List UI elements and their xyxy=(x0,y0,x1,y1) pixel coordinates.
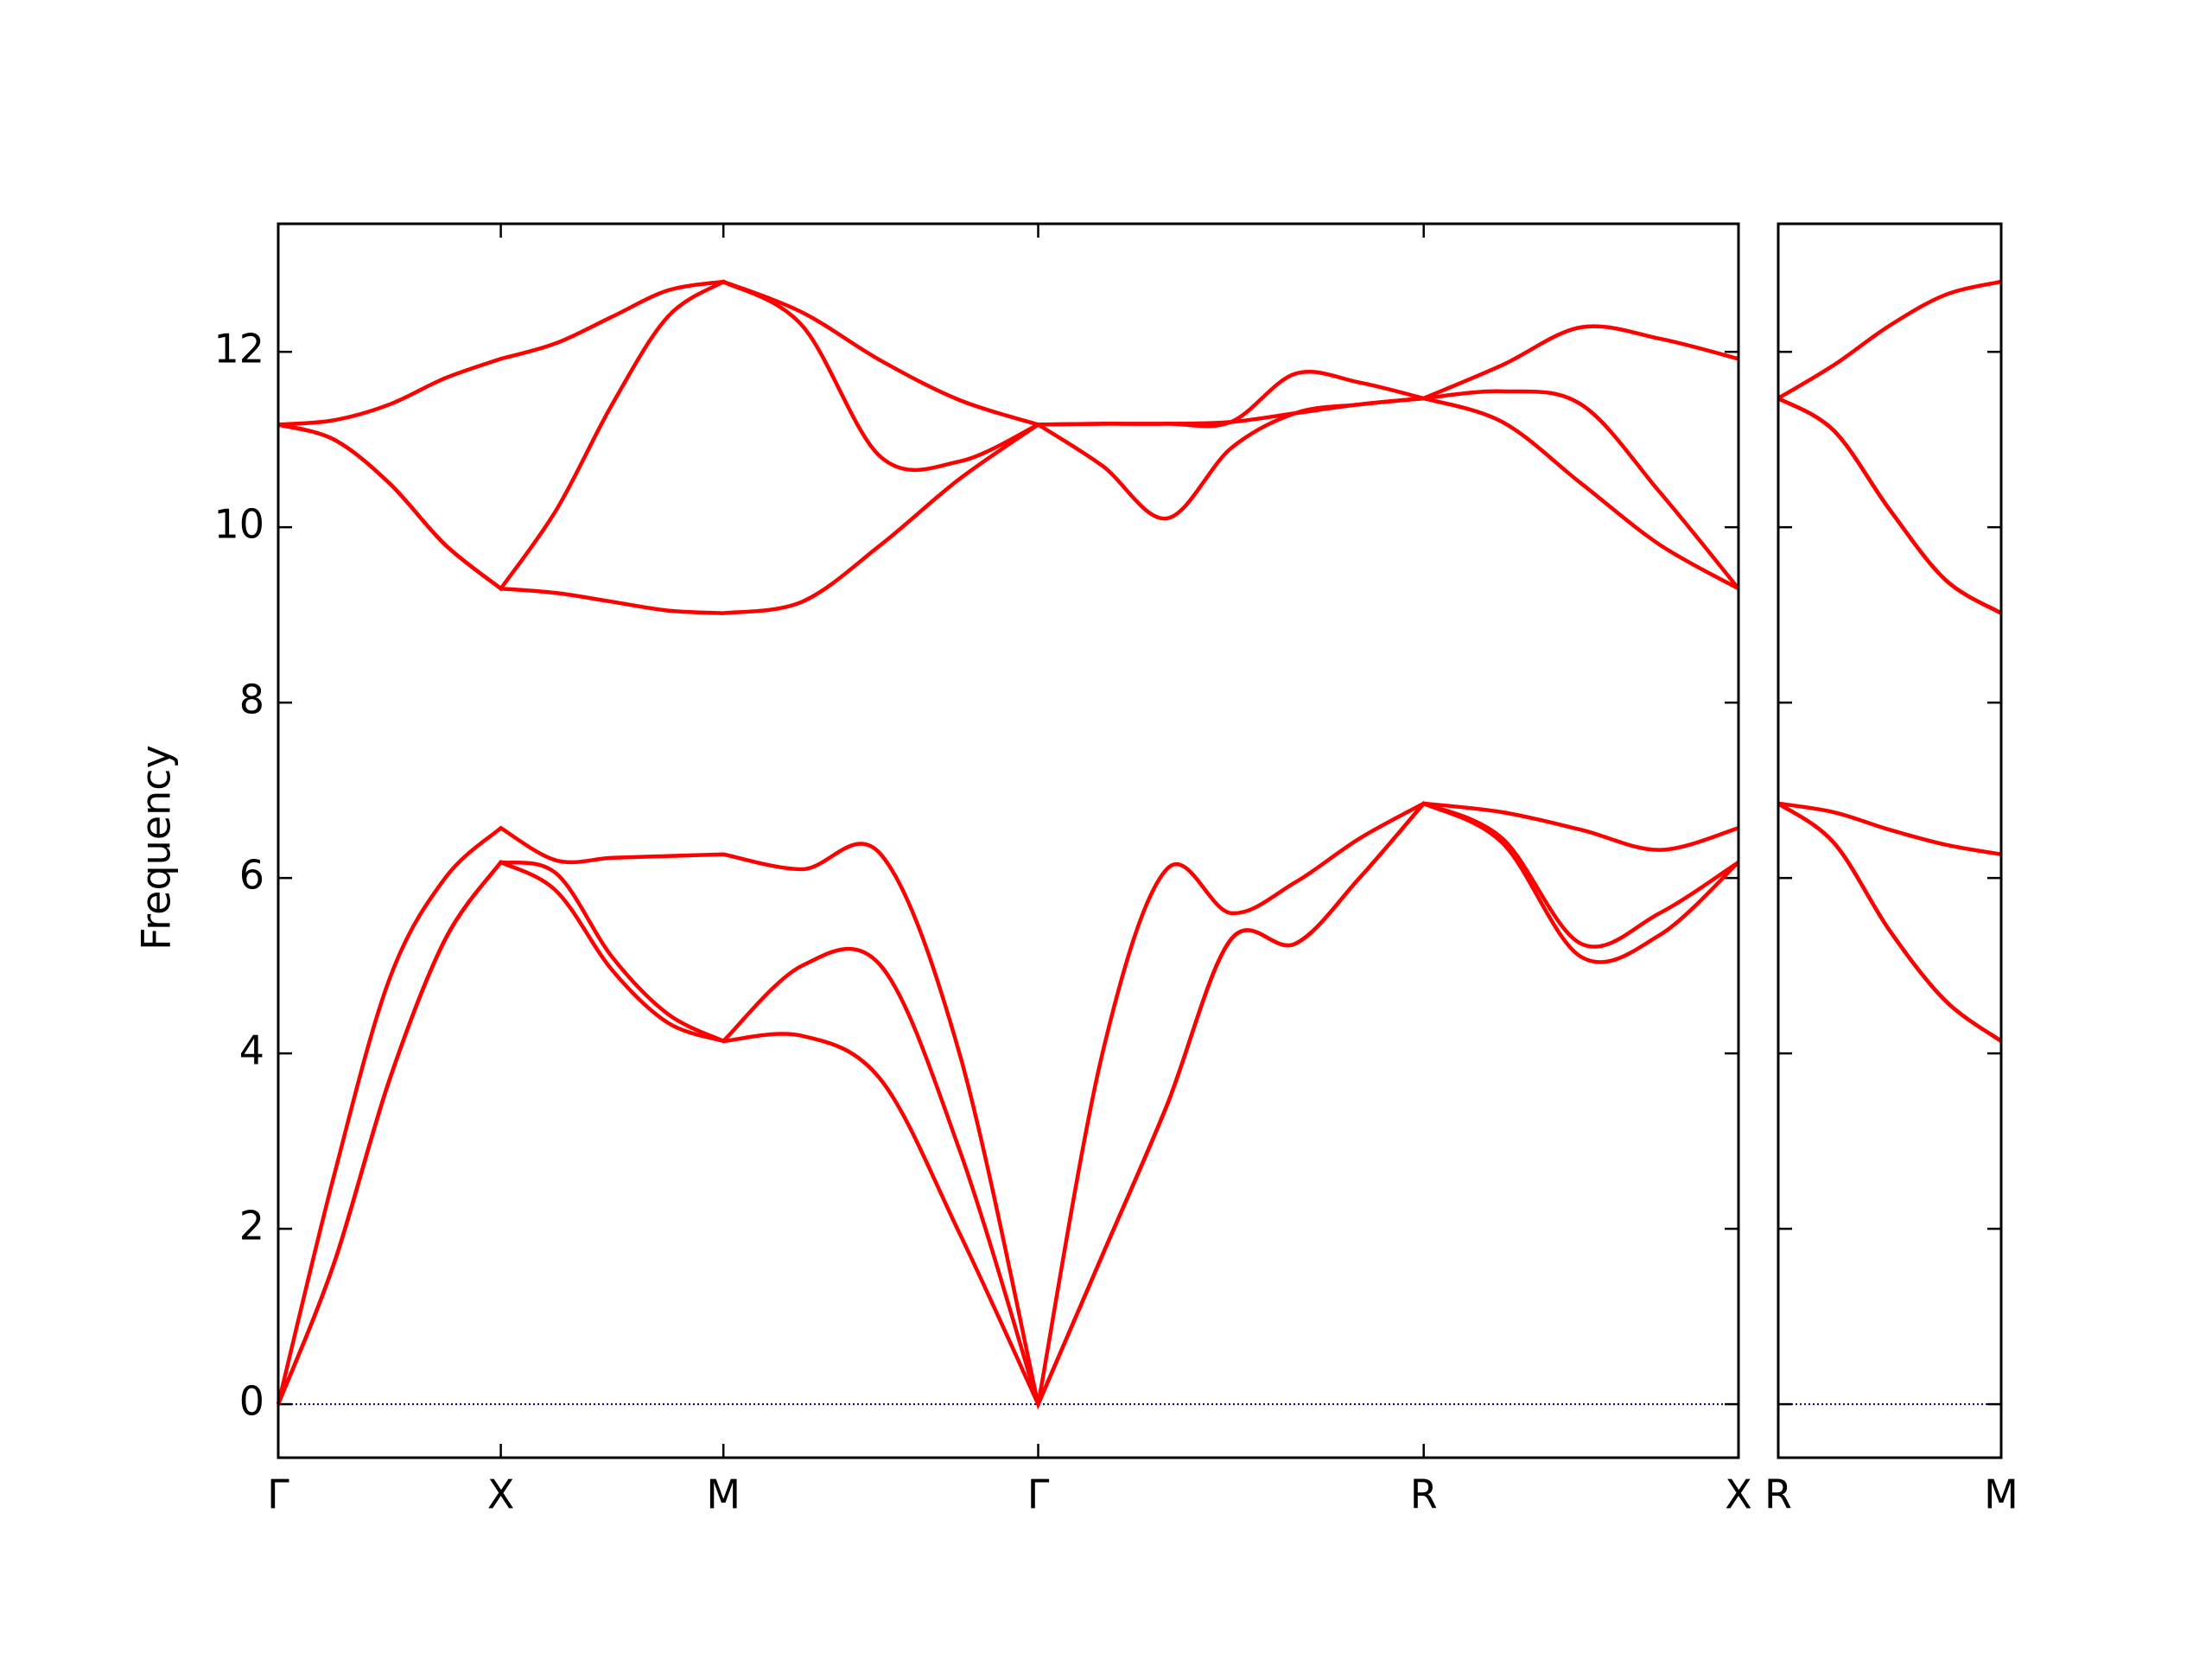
y-tick-label: 12 xyxy=(213,326,264,372)
x-tick-label: Γ xyxy=(1027,1471,1050,1518)
x-tick-label: R xyxy=(1410,1471,1438,1518)
band-line xyxy=(277,279,1740,592)
y-tick-label: 6 xyxy=(239,852,264,899)
y-tick-label: 10 xyxy=(213,501,264,548)
band-line xyxy=(276,801,1740,1409)
band-line xyxy=(1777,801,2003,1043)
x-tick-label: M xyxy=(706,1471,741,1518)
y-tick-label: 4 xyxy=(239,1027,264,1074)
x-tick-label: X xyxy=(487,1471,515,1518)
x-tick-label: Γ xyxy=(267,1471,289,1518)
y-tick-label: 0 xyxy=(239,1378,264,1425)
band-line xyxy=(1777,801,2002,856)
band-line xyxy=(1777,279,2002,400)
y-tick-label: 2 xyxy=(239,1203,264,1249)
x-tick-label: M xyxy=(1984,1471,2018,1518)
band-line xyxy=(277,396,1740,615)
band-line xyxy=(1777,396,2003,615)
x-tick-label: R xyxy=(1764,1471,1792,1518)
band-line xyxy=(276,801,1740,1410)
y-tick-label: 8 xyxy=(239,677,264,723)
plot-frame xyxy=(1777,222,2003,1459)
x-tick-label: X xyxy=(1725,1471,1752,1518)
band-line xyxy=(276,801,1739,1405)
y-axis-label: Frequency xyxy=(133,745,180,950)
band-line xyxy=(1777,801,2003,1043)
band-line xyxy=(277,279,1739,429)
band-line xyxy=(1777,396,2003,615)
plot-frame xyxy=(276,222,1740,1459)
